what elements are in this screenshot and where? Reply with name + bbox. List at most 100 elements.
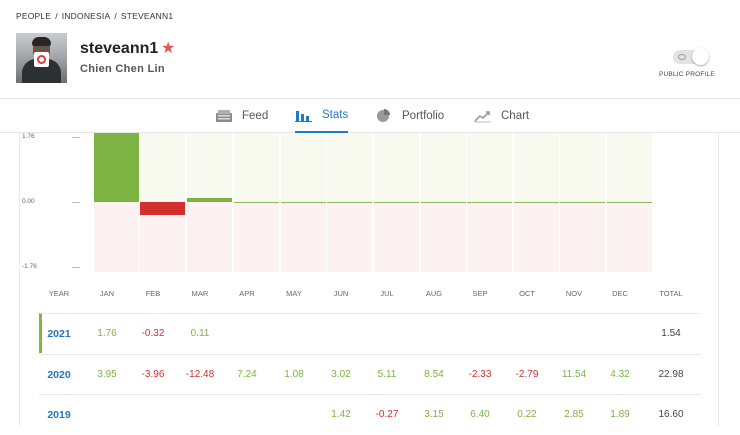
month-column-apr[interactable] [234, 133, 279, 272]
month-value-cell: -0.32 [141, 328, 165, 339]
star-icon[interactable]: ★ [161, 40, 176, 57]
negative-area [374, 202, 419, 272]
month-column-mar[interactable] [187, 133, 232, 272]
total-cell: 1.54 [661, 328, 681, 339]
tab-stats[interactable]: Stats [295, 99, 349, 133]
month-column-sep[interactable] [467, 133, 512, 272]
pie-chart-icon [375, 109, 393, 123]
positive-area [374, 133, 419, 202]
negative-area [467, 202, 512, 272]
month-value-cell [551, 314, 597, 354]
column-header-dec: DEC [612, 289, 628, 298]
tab-feed-label: Feed [242, 110, 269, 122]
month-column-aug[interactable] [421, 133, 466, 272]
y-tick-mark [72, 267, 80, 268]
tab-bar: Feed Stats Portfolio Chart [0, 98, 740, 133]
bar-feb[interactable] [140, 202, 185, 215]
total-cell: 16.60 [658, 409, 684, 420]
breadcrumb-item-user: STEVEANN1 [120, 11, 174, 21]
toggle-knob [692, 48, 709, 65]
breadcrumb-item-country[interactable]: INDONESIA [61, 11, 111, 21]
negative-area [607, 202, 652, 272]
y-tick-label: -1.76 [22, 263, 37, 270]
column-header-may: MAY [286, 289, 302, 298]
column-header-mar: MAR [191, 289, 209, 298]
column-header-feb: FEB [145, 289, 161, 298]
username: steveann1 [80, 40, 159, 57]
year-cell[interactable]: 2021 [47, 328, 71, 340]
zero-line [327, 202, 372, 203]
month-value-cell [318, 314, 364, 354]
negative-area [187, 202, 232, 272]
positive-area [187, 133, 232, 202]
public-profile-label: PUBLIC PROFILE [659, 71, 715, 78]
zero-line [281, 202, 326, 203]
positive-area [514, 133, 559, 202]
month-value-cell: 1.76 [97, 328, 117, 339]
month-column-jul[interactable] [374, 133, 419, 272]
month-value-cell: 5.11 [377, 369, 397, 380]
eye-icon [678, 54, 686, 60]
month-value-cell: 8.54 [424, 369, 444, 380]
zero-line [234, 202, 279, 203]
zero-line [514, 202, 559, 203]
month-value-cell: 1.89 [610, 409, 630, 420]
tab-stats-label: Stats [322, 109, 349, 121]
y-tick-mark [72, 202, 80, 203]
public-profile-toggle[interactable] [673, 48, 709, 65]
month-value-cell [504, 314, 550, 354]
month-column-dec[interactable] [607, 133, 652, 272]
month-column-jan[interactable] [94, 133, 139, 272]
column-header-year: YEAR [48, 289, 70, 298]
table-row[interactable]: 2019 1.42 -0.27 3.15 6.40 0.22 2.85 1.89 16.60 [39, 394, 700, 434]
column-header-jan: JAN [99, 289, 115, 298]
table-row[interactable]: 2021 1.76 -0.32 0.11 1.54 [39, 313, 700, 353]
avatar [16, 33, 67, 83]
month-value-cell: 0.22 [517, 409, 537, 420]
year-cell[interactable]: 2020 [47, 369, 71, 381]
tab-chart[interactable]: Chart [474, 99, 529, 133]
month-value-cell: 1.08 [284, 369, 304, 380]
zero-line [560, 202, 605, 203]
month-column-jun[interactable] [327, 133, 372, 272]
column-header-aug: AUG [425, 289, 443, 298]
month-value-cell [177, 395, 223, 435]
month-value-cell: 3.15 [424, 409, 444, 420]
column-header-sep: SEP [472, 289, 488, 298]
year-cell[interactable]: 2019 [47, 409, 71, 421]
breadcrumb-item-people[interactable]: PEOPLE [16, 11, 52, 21]
bar-chart-icon [295, 108, 313, 122]
month-value-cell: 1.42 [331, 409, 351, 420]
y-tick-mark [72, 137, 80, 138]
positive-area [421, 133, 466, 202]
negative-area [94, 202, 139, 272]
month-value-cell [411, 314, 457, 354]
tab-portfolio[interactable]: Portfolio [375, 99, 444, 133]
month-value-cell: 2.85 [564, 409, 584, 420]
column-header-apr: APR [239, 289, 255, 298]
y-tick-label: 0.00 [22, 198, 35, 205]
month-column-feb[interactable] [140, 133, 185, 272]
zero-line [374, 202, 419, 203]
positive-area [234, 133, 279, 202]
y-tick-label: 1.76 [22, 133, 35, 140]
negative-area [514, 202, 559, 272]
month-value-cell [224, 314, 270, 354]
month-value-cell: -2.79 [515, 369, 539, 380]
bar-mar[interactable] [187, 197, 232, 202]
zero-line [467, 202, 512, 203]
month-value-cell [130, 395, 176, 435]
tab-feed[interactable]: Feed [215, 99, 268, 133]
month-value-cell: 11.54 [561, 369, 587, 380]
month-value-cell [224, 395, 270, 435]
month-value-cell [84, 395, 130, 435]
bar-jan[interactable] [94, 133, 139, 202]
breadcrumb-separator: / [55, 11, 58, 21]
month-value-cell: -3.96 [141, 369, 165, 380]
month-column-nov[interactable] [560, 133, 605, 272]
month-column-may[interactable] [281, 133, 326, 272]
month-column-oct[interactable] [514, 133, 559, 272]
table-row[interactable]: 2020 3.95 -3.96 -12.48 7.24 1.08 3.02 5.11 8.54 -… [39, 354, 700, 394]
column-header-jul: JUL [380, 289, 394, 298]
breadcrumb: PEOPLE / INDONESIA / STEVEANN1 [16, 11, 173, 21]
